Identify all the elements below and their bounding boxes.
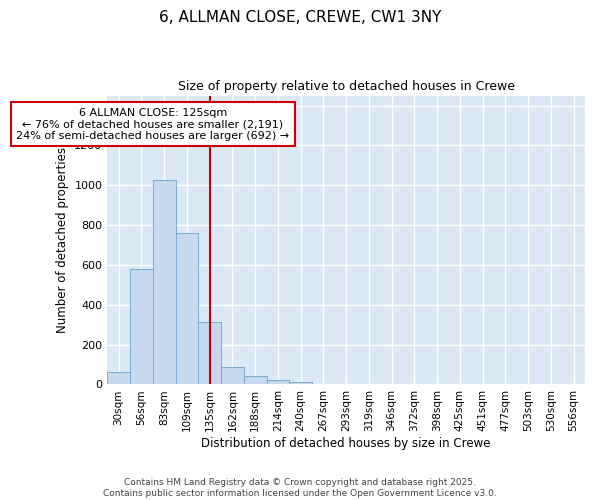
Text: 6 ALLMAN CLOSE: 125sqm
← 76% of detached houses are smaller (2,191)
24% of semi-: 6 ALLMAN CLOSE: 125sqm ← 76% of detached… — [16, 108, 289, 140]
X-axis label: Distribution of detached houses by size in Crewe: Distribution of detached houses by size … — [202, 437, 491, 450]
Bar — [198, 322, 221, 384]
Bar — [176, 233, 198, 384]
Bar — [289, 382, 312, 384]
Bar — [107, 372, 130, 384]
Text: 6, ALLMAN CLOSE, CREWE, CW1 3NY: 6, ALLMAN CLOSE, CREWE, CW1 3NY — [159, 10, 441, 25]
Text: Contains HM Land Registry data © Crown copyright and database right 2025.
Contai: Contains HM Land Registry data © Crown c… — [103, 478, 497, 498]
Bar — [221, 367, 244, 384]
Y-axis label: Number of detached properties: Number of detached properties — [56, 147, 69, 333]
Bar — [153, 180, 176, 384]
Bar — [130, 269, 153, 384]
Bar — [244, 376, 266, 384]
Bar — [266, 380, 289, 384]
Title: Size of property relative to detached houses in Crewe: Size of property relative to detached ho… — [178, 80, 515, 93]
